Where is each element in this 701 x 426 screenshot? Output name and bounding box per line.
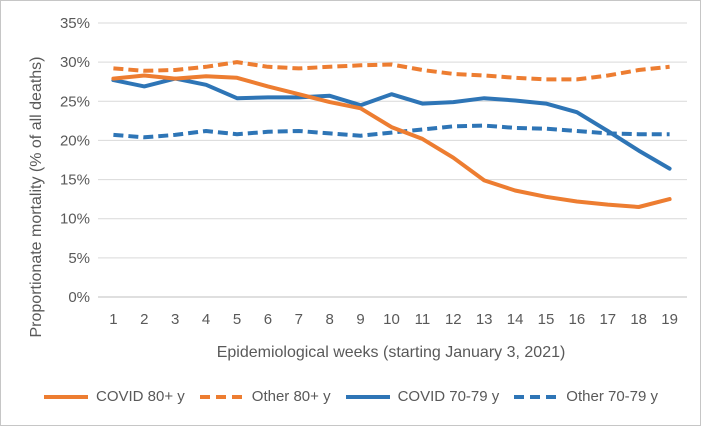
legend-item-covid-80-y: COVID 80+ y [43,388,185,405]
series-line-other-70-79-y [113,123,670,140]
y-tick-label: 35% [60,15,90,32]
y-tick-label: 15% [60,172,90,189]
x-tick-label: 7 [295,311,303,328]
x-tick-label: 16 [569,311,586,328]
y-tick-label: 30% [60,54,90,71]
x-tick-label: 2 [140,311,148,328]
x-tick-label: 19 [661,311,678,328]
series-line-other-80-y [113,60,670,82]
x-tick-label: 3 [171,311,179,328]
grid-layer [98,22,687,298]
y-tick-label: 20% [60,132,90,149]
legend-label: Other 80+ y [251,388,331,405]
x-tick-label: 18 [630,311,647,328]
label-layer: Proportionate mortality (% of all deaths… [28,15,678,361]
chart-legend: COVID 80+ y Other 80+ y COVID 70-79 y Other… [1,388,700,405]
x-tick-label: 14 [507,311,524,328]
y-axis-title: Proportionate mortality (% of all deaths… [28,56,45,337]
legend-label: COVID 70-79 y [397,388,500,405]
legend-label: COVID 80+ y [95,388,185,405]
series-line-covid-80-y [111,73,672,209]
y-tick-label: 0% [68,289,90,306]
x-tick-label: 12 [445,311,462,328]
y-tick-label: 5% [68,250,90,267]
legend-item-other-70-79-y: Other 70-79 y [513,388,658,405]
x-tick-label: 5 [233,311,241,328]
legend-label: Other 70-79 y [566,388,659,405]
legend-item-covid-70-79-y: COVID 70-79 y [345,388,500,405]
x-axis-title: Epidemiological weeks (starting January … [217,344,566,361]
y-tick-label: 10% [60,211,90,228]
legend-swatch-covid-70-79-y [345,394,390,399]
x-tick-label: 17 [599,311,616,328]
x-tick-label: 9 [356,311,364,328]
x-tick-label: 4 [202,311,210,328]
x-tick-label: 11 [415,311,431,328]
legend-swatch-other-80-y [199,394,244,399]
x-tick-label: 6 [264,311,272,328]
x-tick-label: 13 [476,311,493,328]
legend-item-other-80-y: Other 80+ y [199,388,331,405]
legend-swatch-other-70-79-y [514,394,559,399]
x-tick-label: 1 [109,311,117,328]
legend-swatch-covid-80-y [43,394,88,399]
x-tick-label: 8 [326,311,334,328]
y-tick-label: 25% [60,93,90,110]
series-layer [111,60,672,209]
series-line-covid-70-79-y [111,76,672,171]
x-tick-label: 10 [383,311,400,328]
x-tick-label: 15 [538,311,555,328]
